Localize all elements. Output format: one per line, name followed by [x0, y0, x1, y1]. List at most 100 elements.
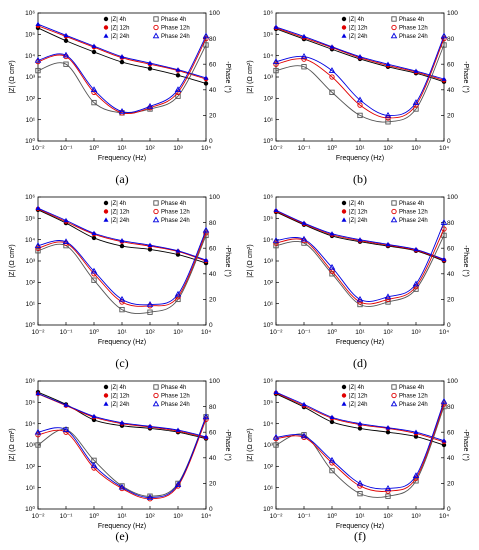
panel-label: (f) — [354, 529, 366, 543]
x-tick-label: 10² — [145, 145, 155, 152]
legend-marker — [103, 25, 109, 30]
data-point — [35, 205, 41, 210]
data-point — [91, 49, 97, 55]
x-tick-label: 10⁰ — [89, 512, 99, 520]
panel-label: (d) — [353, 356, 367, 370]
y-left-tick-label: 10⁰ — [263, 321, 273, 329]
data-point — [328, 263, 336, 270]
data-point — [147, 423, 153, 429]
data-point — [35, 21, 41, 26]
plot-frame — [275, 12, 445, 142]
x-tick-label: 10⁰ — [327, 512, 337, 520]
y-right-tick-label: 0 — [209, 138, 213, 145]
data-point — [273, 207, 279, 213]
x-tick-label: 10⁰ — [89, 144, 99, 152]
legend-label: |Z| 4h — [111, 201, 126, 207]
legend-label: |Z| 12h — [349, 210, 367, 216]
fit-line — [275, 392, 445, 443]
legend-label: |Z| 4h — [349, 17, 364, 23]
data-point — [34, 56, 42, 63]
y-left-tick-label: 10⁵ — [263, 32, 273, 39]
data-point — [63, 217, 69, 223]
x-tick-label: 10⁻¹ — [298, 329, 312, 336]
fit-line — [275, 228, 445, 305]
y-left-tick-label: 10¹ — [26, 117, 36, 124]
data-point — [272, 237, 280, 243]
data-point — [175, 93, 181, 99]
y-left-tick-label: 10³ — [26, 74, 36, 81]
y-right-tick-label: 40 — [447, 455, 455, 462]
data-point — [146, 493, 154, 500]
data-point — [384, 485, 392, 491]
y-left-tick-label: 10² — [26, 464, 36, 471]
y-left-tick-label: 10² — [26, 96, 36, 103]
data-point — [35, 442, 41, 448]
y-right-tick-label: 100 — [447, 10, 458, 17]
legend-label: |Z| 4h — [111, 385, 126, 391]
data-point — [301, 401, 307, 407]
y-right-tick-label: 80 — [447, 36, 455, 43]
x-tick-label: 10¹ — [355, 145, 365, 152]
legend-label: |Z| 12h — [111, 210, 129, 216]
x-tick-label: 10² — [383, 513, 393, 520]
data-point — [35, 390, 41, 396]
data-point — [440, 397, 448, 404]
data-point — [301, 64, 307, 70]
x-tick-label: 10⁴ — [439, 513, 449, 520]
data-point — [34, 242, 42, 248]
data-point — [273, 242, 279, 249]
data-point — [413, 106, 419, 112]
legend-label: |Z| 24h — [349, 218, 367, 224]
legend-label: Phase 24h — [399, 218, 428, 224]
data-point — [175, 73, 181, 78]
legend-marker — [391, 16, 397, 22]
fit-line — [275, 401, 445, 490]
y-left-tick-label: 10⁵ — [263, 400, 273, 407]
y-left-tick-label: 10⁰ — [263, 505, 273, 513]
data-point — [413, 246, 419, 252]
x-tick-label: 10³ — [173, 329, 183, 336]
y-right-axis-label: -Phase (°) — [462, 245, 470, 277]
legend-label: |Z| 12h — [349, 394, 367, 400]
data-point — [329, 231, 335, 236]
data-point — [329, 44, 335, 49]
fit-line — [37, 35, 207, 113]
x-tick-label: 10⁴ — [201, 329, 211, 336]
x-tick-label: 10⁻² — [270, 329, 284, 336]
data-point — [175, 67, 181, 72]
data-point — [203, 42, 209, 48]
y-right-tick-label: 40 — [209, 455, 217, 462]
y-right-tick-label: 80 — [447, 220, 455, 227]
y-right-tick-label: 20 — [447, 113, 455, 120]
y-left-tick-label: 10³ — [26, 442, 36, 449]
y-left-tick-label: 10⁵ — [25, 32, 35, 39]
y-right-tick-label: 80 — [209, 220, 217, 227]
x-tick-label: 10¹ — [117, 145, 127, 152]
legend-label: |Z| 12h — [111, 394, 129, 400]
data-point — [119, 420, 125, 425]
y-right-tick-label: 60 — [447, 245, 455, 252]
x-tick-label: 10² — [145, 513, 155, 520]
data-point — [357, 421, 363, 426]
data-point — [384, 293, 392, 300]
data-point — [90, 461, 98, 468]
panel-label: (a) — [115, 172, 128, 186]
fit-line — [37, 393, 207, 438]
data-point — [62, 426, 70, 432]
data-point — [301, 33, 307, 39]
y-left-tick-label: 10⁰ — [263, 137, 273, 145]
x-tick-label: 10⁻² — [270, 513, 284, 520]
data-point — [356, 479, 364, 486]
y-left-tick-label: 10⁵ — [263, 216, 273, 223]
data-point — [118, 483, 126, 490]
data-point — [440, 32, 448, 39]
data-point — [385, 241, 391, 247]
data-point — [385, 61, 391, 66]
data-point — [175, 248, 181, 253]
data-point — [174, 86, 182, 93]
data-point — [357, 490, 363, 497]
data-point — [91, 235, 97, 241]
legend-label: Phase 4h — [161, 201, 186, 207]
fit-line — [37, 208, 207, 262]
fit-line — [275, 44, 445, 123]
